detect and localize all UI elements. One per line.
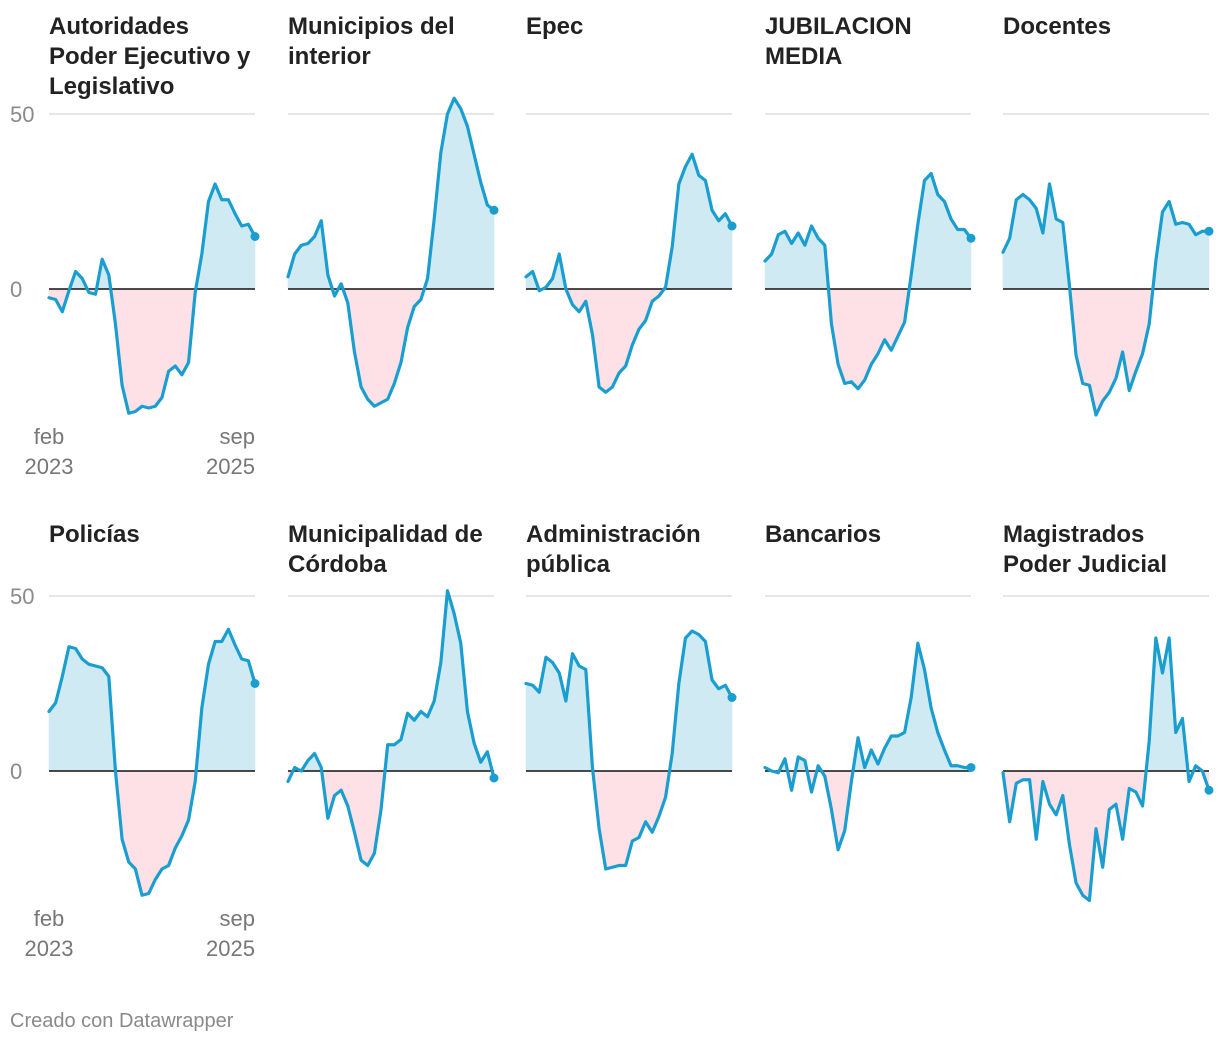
series-line — [286, 96, 496, 408]
panel-title: Bancarios — [765, 521, 881, 548]
end-point — [1204, 226, 1214, 236]
end-point — [250, 232, 260, 241]
panel-title: JUBILACION — [765, 13, 912, 40]
panel-title: Córdoba — [288, 551, 387, 578]
credit-text: Creado con Datawrapper — [10, 1010, 234, 1032]
panel: Magistrados Poder Judicial — [1001, 521, 1214, 903]
end-point — [1204, 785, 1214, 795]
series-line — [524, 629, 734, 871]
x-tick-label-start: feb — [34, 424, 65, 449]
positive-area — [48, 629, 256, 772]
panel-title: Poder Judicial — [1003, 551, 1167, 578]
y-tick-label: 50 — [10, 102, 34, 127]
negative-area — [1069, 288, 1154, 416]
panel: JUBILACION MEDIA — [763, 13, 976, 391]
x-tick-label-start: 2023 — [25, 936, 74, 961]
panel: Autoridades Poder Ejecutivo y Legislativo 0… — [10, 13, 260, 479]
end-point — [489, 773, 499, 783]
panel: Municipalidad de Córdoba — [286, 521, 499, 868]
positive-area — [764, 172, 972, 290]
series-line — [47, 182, 257, 415]
panel-title: Municipios del — [288, 13, 455, 40]
panel-title: Docentes — [1003, 13, 1111, 40]
positive-area — [287, 97, 495, 290]
y-tick-label: 0 — [10, 759, 22, 784]
y-tick-label: 0 — [10, 277, 22, 302]
panel-title: Administración — [526, 521, 701, 548]
panel-title: Legislativo — [49, 73, 174, 100]
panel: Policías 0 50 feb 2023 sep 2025 — [10, 521, 260, 961]
x-tick-label-end: 2025 — [206, 454, 255, 479]
negative-area — [331, 288, 425, 408]
negative-area — [538, 288, 665, 393]
panel-title: Poder Ejecutivo y — [49, 43, 251, 70]
positive-area — [525, 630, 733, 772]
positive-area — [1002, 183, 1210, 290]
panel: Epec — [524, 13, 737, 394]
end-point — [727, 221, 737, 231]
series-line — [47, 627, 257, 897]
panel-title: MEDIA — [765, 43, 842, 70]
end-point — [966, 763, 976, 772]
panel: Bancarios — [763, 521, 976, 852]
panel-title: Municipalidad de — [288, 521, 483, 548]
panel-title: Magistrados — [1003, 521, 1144, 548]
panel-title: Autoridades — [49, 13, 189, 40]
panel: Docentes — [1001, 13, 1214, 417]
panel: Administración pública — [524, 521, 737, 871]
end-point — [727, 693, 737, 702]
end-point — [250, 679, 260, 688]
negative-area — [287, 770, 495, 867]
x-tick-label-end: sep — [220, 424, 255, 449]
negative-area — [48, 288, 197, 414]
series-line — [524, 152, 734, 394]
panel-title: Policías — [49, 521, 140, 548]
x-tick-label-start: 2023 — [25, 454, 74, 479]
series-line — [1001, 182, 1211, 417]
positive-area — [764, 643, 972, 772]
x-tick-label-end: sep — [220, 906, 255, 931]
series-line — [763, 171, 973, 391]
x-tick-label-start: feb — [34, 906, 65, 931]
panel: Municipios del interior — [286, 13, 499, 408]
series-line — [286, 589, 496, 868]
panel-title: Epec — [526, 13, 583, 40]
positive-area — [525, 154, 733, 290]
end-point — [489, 205, 499, 215]
panel-title: interior — [288, 43, 371, 70]
y-tick-label: 50 — [10, 584, 34, 609]
x-tick-label-end: 2025 — [206, 936, 255, 961]
series-line — [763, 641, 973, 852]
end-point — [966, 233, 976, 243]
series-line — [1001, 636, 1211, 903]
panel-title: pública — [526, 551, 611, 578]
